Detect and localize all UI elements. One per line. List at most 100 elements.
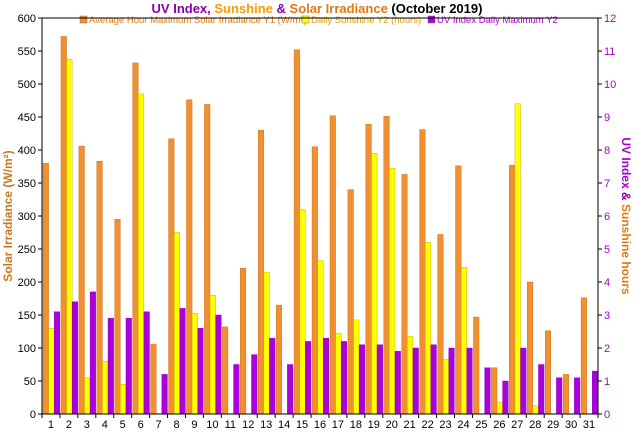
x-tick-label: 18 <box>350 419 362 431</box>
sunshine-bar <box>317 260 324 415</box>
uv-index-bar <box>71 301 78 415</box>
irradiance-bar <box>78 145 85 415</box>
y-left-tick-label: 200 <box>18 277 36 289</box>
y-right-tick-label: 6 <box>604 211 610 223</box>
sunshine-bar <box>460 266 467 415</box>
x-tick-label: 7 <box>156 419 162 431</box>
x-tick-label: 20 <box>386 419 398 431</box>
irradiance-bar <box>275 304 282 415</box>
y-right-tick-label: 8 <box>604 145 610 157</box>
chart-title-part: Solar Irradiance <box>290 1 388 16</box>
chart-title-part: UV Index <box>152 1 208 16</box>
legend: Average Hour Maximum Solar Irradiance Y1… <box>79 15 558 26</box>
irradiance-bar <box>96 161 103 415</box>
chart-title-part: (October 2019) <box>388 1 483 16</box>
uv-index-bar <box>125 318 132 415</box>
sunshine-bar <box>299 209 306 415</box>
y-left-tick-label: 400 <box>18 145 36 157</box>
uv-index-bar <box>448 347 455 415</box>
chart-title: UV Index, Sunshine & Solar Irradiance (O… <box>152 1 483 16</box>
sunshine-bar <box>66 59 73 415</box>
irradiance-bar <box>491 367 498 415</box>
legend-swatch <box>427 15 436 24</box>
y-left-tick-label: 300 <box>18 211 36 223</box>
x-tick-label: 11 <box>225 419 236 431</box>
legend-entry: UV Index Daily Maximum Y2 <box>437 15 558 26</box>
irradiance-bar <box>311 146 318 415</box>
sunshine-bar <box>84 377 91 415</box>
legend-swatch <box>79 15 88 24</box>
irradiance-bar <box>437 234 444 415</box>
y-left-tick-label: 500 <box>18 79 36 91</box>
irradiance-bar <box>562 374 569 415</box>
irradiance-bar <box>419 129 426 415</box>
y-left-tick-label: 550 <box>18 46 36 58</box>
x-tick-label: 4 <box>102 419 108 431</box>
x-tick-label: 13 <box>260 419 272 431</box>
uv-index-bar <box>466 347 473 415</box>
irradiance-bar <box>527 281 534 415</box>
uv-index-bar <box>412 347 419 415</box>
sunshine-bar <box>442 359 449 415</box>
irradiance-bar <box>455 165 462 415</box>
sunshine-bar <box>173 232 180 415</box>
irradiance-bar <box>401 174 408 415</box>
x-tick-label: 31 <box>583 419 595 431</box>
x-tick-label: 3 <box>84 419 90 431</box>
sunshine-bar <box>496 402 503 415</box>
irradiance-bar <box>42 162 49 415</box>
sunshine-bar <box>120 384 127 415</box>
uv-index-bar <box>394 351 401 415</box>
y-axis-label-right-part: & <box>619 189 633 204</box>
legend-entry: Average Hour Maximum Solar Irradiance Y1… <box>89 15 307 26</box>
x-tick-label: 23 <box>439 419 451 431</box>
chart-title-part: & <box>273 1 290 16</box>
x-tick-label: 28 <box>529 419 541 431</box>
uv-index-bar <box>143 311 150 415</box>
y-left-tick-label: 450 <box>18 112 36 124</box>
y-axis-label-right-part: Sunshine hours <box>619 204 633 295</box>
chart-title-part: , <box>207 1 214 16</box>
y-left-tick-label: 100 <box>18 343 36 355</box>
y-left-tick-label: 0 <box>30 409 36 421</box>
y-right-tick-label: 0 <box>604 409 610 421</box>
uv-index-bar <box>502 380 509 415</box>
x-tick-label: 29 <box>547 419 559 431</box>
y-left-tick-label: 600 <box>18 13 36 25</box>
irradiance-bar <box>132 62 139 415</box>
uv-index-bar <box>251 354 258 415</box>
uv-index-bar <box>89 291 96 415</box>
irradiance-bar <box>222 326 229 415</box>
x-tick-label: 1 <box>48 419 54 431</box>
y-right-tick-label: 4 <box>604 277 610 289</box>
irradiance-bar <box>365 124 372 415</box>
y-right-tick-label: 10 <box>604 79 616 91</box>
x-tick-label: 10 <box>206 419 218 431</box>
irradiance-bar <box>240 267 247 415</box>
x-tick-label: 24 <box>457 419 469 431</box>
sunshine-bar <box>514 103 521 415</box>
uv-index-bar <box>376 344 383 415</box>
y-axis-label-left: Solar Irradiance (W/m²) <box>1 150 15 281</box>
irradiance-bar <box>544 330 551 415</box>
uv-index-bar <box>54 311 61 415</box>
y-left-tick-label: 250 <box>18 244 36 256</box>
sunshine-bar <box>48 328 55 415</box>
y-right-tick-label: 1 <box>604 376 610 388</box>
uv-index-bar <box>592 370 599 415</box>
sunshine-bar <box>371 153 378 415</box>
y-right-tick-label: 5 <box>604 244 610 256</box>
sunshine-bar <box>407 336 414 415</box>
y-left-tick-label: 150 <box>18 310 36 322</box>
x-tick-label: 8 <box>173 419 179 431</box>
uv-index-bar <box>269 337 276 415</box>
uv-index-bar <box>484 367 491 415</box>
uv-index-bar <box>358 344 365 415</box>
irradiance-bar <box>114 219 121 415</box>
x-tick-label: 5 <box>120 419 126 431</box>
uv-index-bar <box>574 377 581 415</box>
sunshine-bar <box>532 405 539 415</box>
uv-index-bar <box>323 337 330 415</box>
irradiance-bar <box>150 343 157 415</box>
